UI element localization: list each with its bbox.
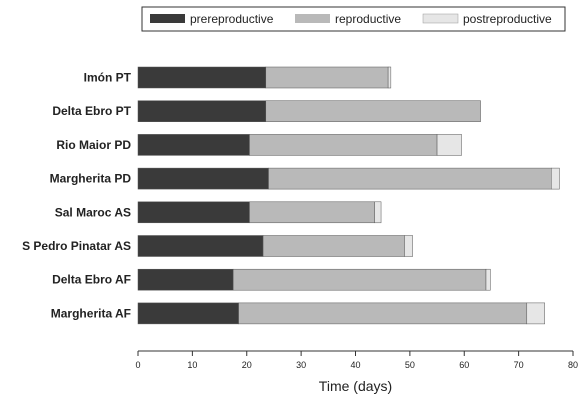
bar-prereproductive	[137, 167, 269, 190]
category-label: Imón PT	[84, 71, 132, 85]
bar-prereproductive	[137, 235, 264, 257]
bar-reproductive	[268, 167, 552, 190]
legend-label-postreproductive: postreproductive	[463, 12, 552, 26]
category-label: Margherita PD	[50, 172, 132, 186]
x-tick-label: 60	[459, 360, 469, 370]
category-label: Delta Ebro AF	[52, 273, 131, 287]
legend-swatch-postreproductive	[422, 13, 459, 24]
x-tick-label: 70	[514, 360, 524, 370]
x-tick-label: 20	[242, 360, 252, 370]
legend-label-reproductive: reproductive	[335, 12, 401, 26]
x-axis: 0 10 20 30 40 50 60 70 80	[135, 350, 578, 370]
bar-prereproductive	[137, 201, 250, 224]
x-tick-label: 40	[350, 360, 360, 370]
x-tick-label: 80	[568, 360, 578, 370]
x-tick-label: 0	[135, 360, 140, 370]
bar-reproductive	[238, 302, 528, 325]
category-labels: Imón PT Delta Ebro PT Rio Maior PD Margheri…	[22, 71, 132, 321]
x-tick-label: 50	[405, 360, 415, 370]
legend-box	[141, 6, 566, 32]
bar-prereproductive	[137, 66, 267, 89]
bar-reproductive	[265, 66, 389, 89]
category-label: Rio Maior PD	[56, 138, 131, 152]
category-label: Sal Maroc AS	[55, 205, 131, 219]
bar-reproductive	[265, 100, 481, 122]
bar-reproductive	[249, 134, 438, 156]
bar-postreproductive	[551, 167, 560, 190]
bars	[137, 66, 560, 325]
bar-prereproductive	[137, 268, 234, 291]
x-axis-title: Time (days)	[319, 378, 392, 394]
legend-swatch-prereproductive	[150, 14, 185, 23]
bar-reproductive	[232, 268, 487, 291]
x-tick-label: 10	[187, 360, 197, 370]
bar-reproductive	[262, 235, 405, 257]
legend-label-prereproductive: prereproductive	[190, 12, 274, 26]
category-label: Margherita AF	[51, 306, 131, 320]
legend: prereproductive reproductive postreprodu…	[141, 6, 566, 32]
bar-postreproductive	[436, 134, 462, 156]
bar-prereproductive	[137, 100, 267, 122]
bar-postreproductive	[374, 201, 382, 224]
bar-reproductive	[249, 201, 375, 224]
x-tick-label: 30	[296, 360, 306, 370]
bar-prereproductive	[137, 302, 239, 325]
bar-postreproductive	[526, 302, 545, 325]
category-label: S Pedro Pinatar AS	[22, 239, 131, 253]
category-label: Delta Ebro PT	[52, 104, 131, 118]
bar-postreproductive	[485, 268, 491, 291]
bar-postreproductive	[404, 235, 413, 257]
bar-prereproductive	[137, 134, 250, 156]
bar-postreproductive	[387, 66, 392, 89]
legend-swatch-reproductive	[295, 14, 330, 23]
